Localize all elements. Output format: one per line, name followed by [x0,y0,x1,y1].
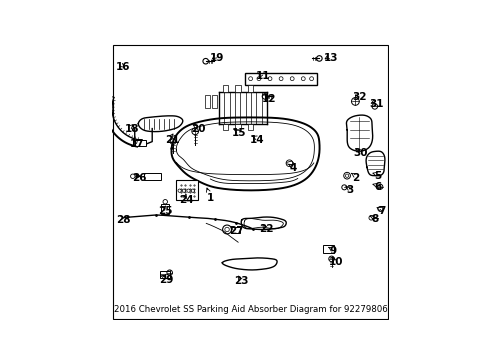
Bar [223,123,228,130]
Text: 21: 21 [165,135,179,145]
Text: 27: 27 [228,226,243,236]
Text: 16: 16 [116,62,130,72]
Bar [223,85,228,92]
Text: 3: 3 [346,185,353,195]
Bar [235,85,241,92]
Text: 18: 18 [124,124,139,134]
Text: 10: 10 [328,257,343,267]
Bar [247,85,253,92]
Text: 2: 2 [351,173,359,183]
Text: 1: 1 [206,193,214,203]
Bar [143,174,161,180]
Text: 15: 15 [231,128,246,138]
Text: 22: 22 [259,225,273,234]
Bar [175,180,198,201]
Text: 24: 24 [179,195,194,205]
Bar [161,204,169,214]
Bar [205,95,210,108]
Text: 8: 8 [371,214,378,224]
Bar [247,123,253,130]
Bar [135,140,145,146]
Text: 20: 20 [190,124,205,134]
Text: 25: 25 [158,206,172,216]
Bar [230,227,240,233]
Bar [244,73,317,85]
Bar [323,245,333,253]
Text: 23: 23 [234,276,248,286]
Text: 11: 11 [255,71,270,81]
Text: 2016 Chevrolet SS Parking Aid Absorber Diagram for 92279806: 2016 Chevrolet SS Parking Aid Absorber D… [114,305,386,314]
Text: 26: 26 [132,174,146,184]
Text: 5: 5 [374,171,381,181]
Text: 12: 12 [262,94,276,104]
Text: 31: 31 [369,99,383,109]
Text: 9: 9 [329,246,336,256]
Text: 6: 6 [374,183,381,192]
Text: 14: 14 [250,135,264,145]
Bar [235,123,241,130]
Text: 28: 28 [116,215,131,225]
Bar [212,95,217,108]
Text: 13: 13 [323,53,338,63]
Text: 7: 7 [378,206,385,216]
Text: 4: 4 [289,163,297,173]
Bar [160,270,170,278]
Text: 17: 17 [129,139,144,149]
Text: 19: 19 [210,53,224,63]
Text: 30: 30 [353,148,367,158]
Text: 32: 32 [351,92,366,102]
Text: 29: 29 [159,275,173,285]
